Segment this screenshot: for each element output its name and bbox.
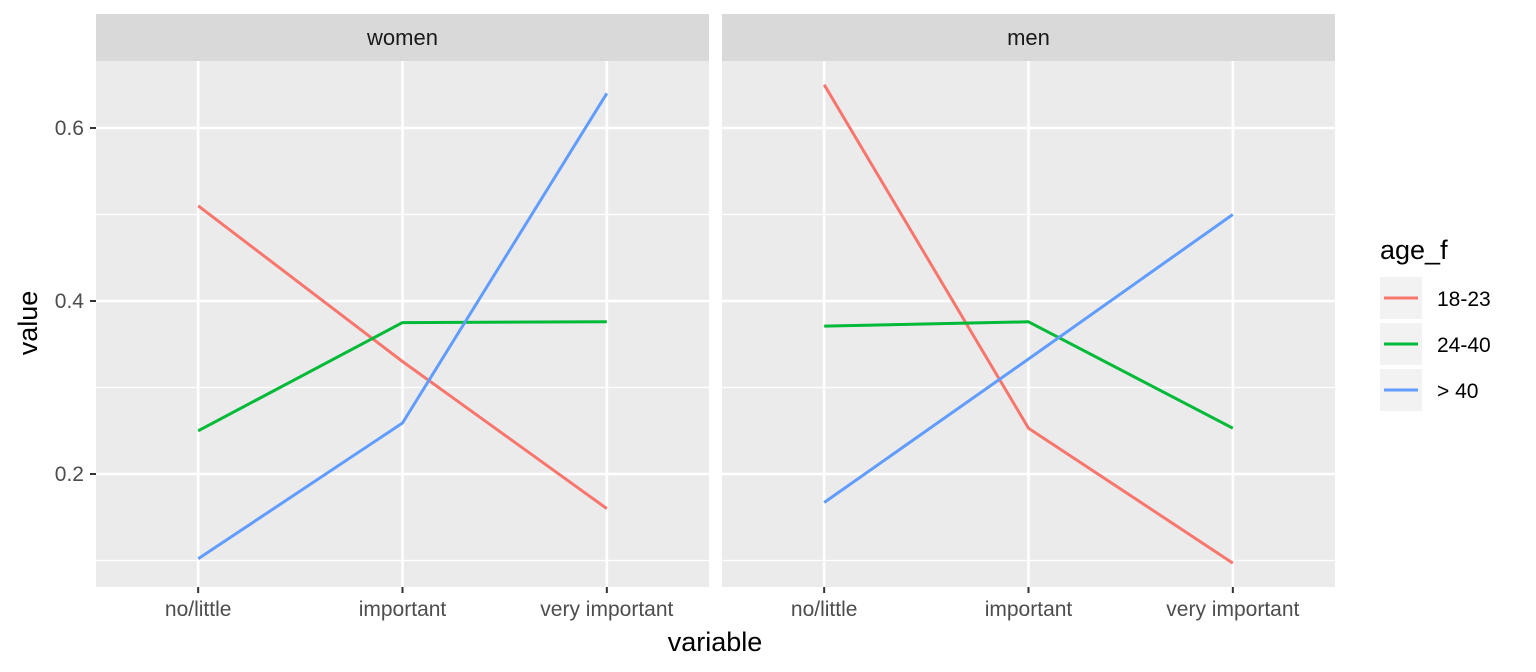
- y-tick-label: 0.6: [55, 117, 84, 140]
- panel-men: men: [722, 14, 1335, 587]
- x-axis-title: variable: [668, 627, 763, 657]
- x-tick-label: very important: [1166, 598, 1299, 621]
- y-tick-label: 0.4: [55, 290, 85, 313]
- series-line-1823-men: [822, 83, 1234, 565]
- x-tick-label: important: [359, 598, 447, 621]
- facet-label-men: men: [1007, 25, 1050, 50]
- legend-label: 24-40: [1437, 334, 1491, 357]
- legend-label: > 40: [1437, 380, 1478, 403]
- series-line-40-men: [823, 213, 1234, 504]
- facet-strip: [96, 14, 709, 61]
- facet-label-women: women: [366, 25, 438, 50]
- series-line-2440-men: [824, 320, 1234, 430]
- panel-women: women: [96, 14, 709, 587]
- legend-label: 18-23: [1437, 288, 1491, 311]
- series-line-40-women: [197, 92, 609, 561]
- legend-item: > 40: [1380, 369, 1478, 411]
- x-axis: no/little important very important no/littl…: [165, 587, 1300, 621]
- x-tick-label: no/little: [165, 598, 232, 621]
- legend: age_f 18-23 24-40 > 40: [1380, 235, 1491, 411]
- x-tick-label: important: [985, 598, 1073, 621]
- x-tick-label: very important: [540, 598, 673, 621]
- y-axis: 0.2 0.4 0.6: [55, 117, 96, 486]
- y-tick-label: 0.2: [55, 463, 84, 486]
- legend-item: 18-23: [1380, 277, 1491, 319]
- facet-strip: [722, 14, 1335, 61]
- series-line-1823-women: [197, 204, 608, 510]
- panels: women men: [96, 14, 1335, 587]
- series-line-2440-women: [197, 320, 607, 433]
- x-tick-label: no/little: [791, 598, 858, 621]
- legend-item: 24-40: [1380, 323, 1491, 365]
- legend-title: age_f: [1380, 235, 1448, 265]
- y-axis-title: value: [13, 291, 43, 356]
